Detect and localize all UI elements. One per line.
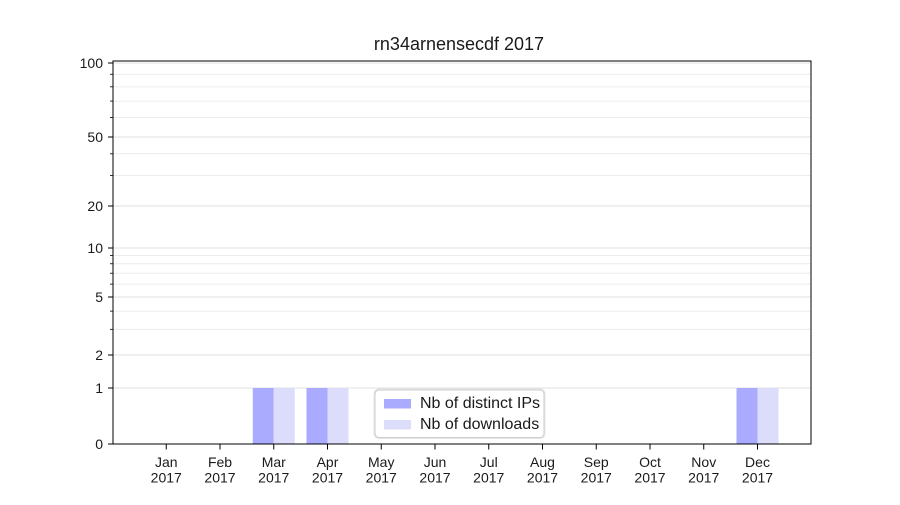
svg-text:Nb of distinct IPs: Nb of distinct IPs <box>420 395 540 412</box>
svg-text:rn34arnensecdf 2017: rn34arnensecdf 2017 <box>374 34 544 54</box>
svg-text:Nb of downloads: Nb of downloads <box>420 416 539 433</box>
svg-text:Sep: Sep <box>584 454 609 470</box>
svg-text:Jan: Jan <box>155 454 178 470</box>
svg-text:2: 2 <box>95 347 103 363</box>
svg-text:10: 10 <box>87 240 103 256</box>
svg-text:2017: 2017 <box>151 470 182 486</box>
svg-text:2017: 2017 <box>581 470 612 486</box>
svg-text:Jun: Jun <box>424 454 447 470</box>
svg-text:2017: 2017 <box>473 470 504 486</box>
svg-text:Feb: Feb <box>208 454 232 470</box>
svg-text:2017: 2017 <box>742 470 773 486</box>
svg-text:Jul: Jul <box>480 454 498 470</box>
svg-text:Mar: Mar <box>262 454 286 470</box>
svg-text:1: 1 <box>95 380 103 396</box>
svg-text:2017: 2017 <box>204 470 235 486</box>
svg-text:2017: 2017 <box>312 470 343 486</box>
svg-text:Apr: Apr <box>317 454 339 470</box>
svg-text:100: 100 <box>80 55 104 71</box>
svg-text:Aug: Aug <box>530 454 555 470</box>
svg-text:2017: 2017 <box>419 470 450 486</box>
svg-text:0: 0 <box>95 436 103 452</box>
svg-text:20: 20 <box>87 198 103 214</box>
svg-text:2017: 2017 <box>688 470 719 486</box>
svg-text:Dec: Dec <box>745 454 770 470</box>
svg-text:5: 5 <box>95 289 103 305</box>
svg-text:2017: 2017 <box>634 470 665 486</box>
svg-text:Nov: Nov <box>691 454 716 470</box>
svg-text:May: May <box>368 454 394 470</box>
svg-text:50: 50 <box>87 129 103 145</box>
svg-text:2017: 2017 <box>258 470 289 486</box>
svg-text:2017: 2017 <box>366 470 397 486</box>
svg-text:2017: 2017 <box>527 470 558 486</box>
svg-text:Oct: Oct <box>639 454 661 470</box>
